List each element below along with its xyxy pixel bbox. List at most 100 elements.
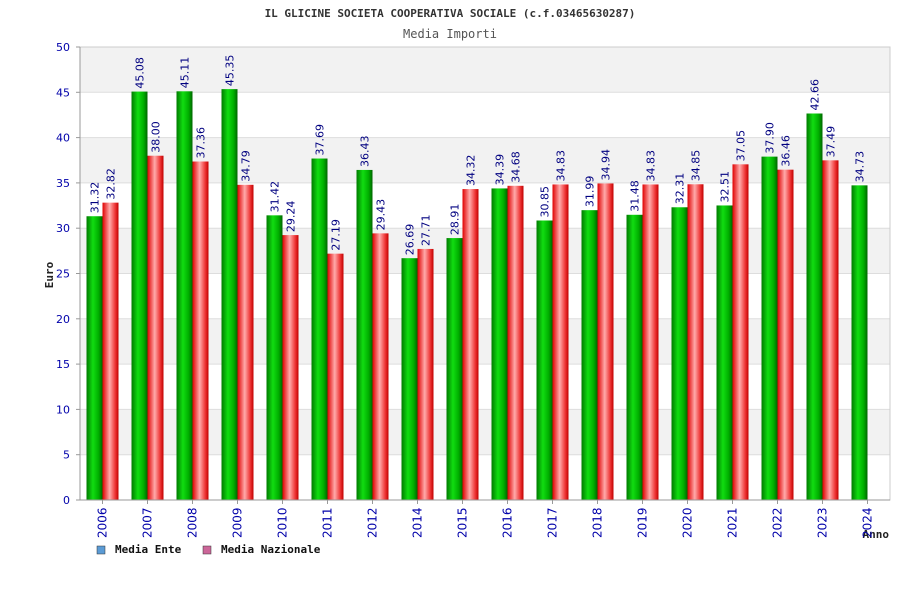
bar-media-ente-2010 — [266, 215, 283, 501]
plot-band — [80, 318, 890, 365]
data-label-media-ente-2014: 26.69 — [404, 224, 417, 256]
data-label-media-nazionale-2006: 32.82 — [105, 168, 118, 200]
y-tick-label: 5 — [63, 449, 70, 462]
bar-media-nazionale-2011 — [327, 253, 344, 500]
data-label-media-nazionale-2020: 34.85 — [690, 150, 703, 182]
bar-media-nazionale-2006 — [102, 202, 119, 500]
y-tick-label: 20 — [56, 313, 70, 326]
bar-media-ente-2021 — [716, 205, 733, 500]
data-label-media-ente-2012: 36.43 — [359, 135, 372, 167]
x-tick-label: 2009 — [231, 507, 245, 538]
bar-media-nazionale-2017 — [552, 184, 569, 501]
bar-media-ente-2012 — [356, 169, 373, 500]
y-axis-label: Euro — [43, 261, 56, 288]
data-label-media-nazionale-2010: 29.24 — [285, 201, 298, 233]
x-tick-label: 2012 — [366, 507, 380, 538]
plot-band — [80, 273, 890, 319]
bar-media-nazionale-2018 — [597, 183, 614, 500]
plot-background-bands — [80, 47, 890, 500]
plot-band — [80, 182, 890, 229]
bar-media-ente-2020 — [671, 207, 688, 500]
data-label-media-nazionale-2023: 37.49 — [825, 126, 838, 158]
data-label-media-nazionale-2021: 37.05 — [735, 130, 748, 162]
plot-band — [80, 137, 890, 183]
data-label-media-ente-2024: 34.73 — [854, 151, 867, 183]
data-label-media-ente-2015: 28.91 — [449, 204, 462, 236]
bar-media-ente-2018 — [581, 210, 598, 500]
legend-swatch-media-nazionale — [202, 545, 212, 555]
x-axis-label: Anno — [863, 528, 890, 541]
plot-band — [80, 47, 890, 93]
y-tick-label: 25 — [56, 268, 70, 281]
bar-media-ente-2011 — [311, 158, 328, 500]
legend: Media Ente Media Nazionale — [96, 543, 321, 556]
bar-media-nazionale-2019 — [642, 184, 659, 501]
bars: 31.32 32.82 45.08 38.00 45.11 37.36 45.35 34.79… — [86, 55, 868, 501]
plot-band — [80, 92, 890, 138]
data-label-media-nazionale-2015: 34.32 — [465, 155, 478, 187]
bar-media-ente-2009 — [221, 89, 238, 500]
bar-media-nazionale-2014 — [417, 248, 434, 500]
data-label-media-ente-2022: 37.90 — [764, 122, 777, 154]
y-tick-label: 50 — [56, 41, 70, 54]
data-label-media-nazionale-2017: 34.83 — [555, 150, 568, 182]
chart-subtitle: Media Importi — [403, 27, 497, 41]
x-tick-label: 2006 — [96, 507, 110, 538]
x-tick-label: 2021 — [726, 507, 740, 538]
x-tick-label: 2017 — [546, 507, 560, 538]
x-tick-label: 2018 — [591, 507, 605, 538]
bar-media-nazionale-2008 — [192, 161, 209, 500]
data-label-media-ente-2018: 31.99 — [584, 176, 597, 208]
data-label-media-ente-2008: 45.11 — [179, 57, 192, 89]
x-tick-label: 2022 — [771, 507, 785, 538]
data-label-media-ente-2007: 45.08 — [134, 57, 147, 89]
plot-band — [80, 228, 890, 274]
x-tick-label: 2007 — [141, 507, 155, 538]
y-tick-label: 10 — [56, 403, 70, 416]
bar-media-ente-2015 — [446, 238, 463, 501]
y-tick-label: 45 — [56, 86, 70, 99]
plot-band — [80, 364, 890, 410]
data-label-media-nazionale-2012: 29.43 — [375, 199, 388, 231]
plot-band — [80, 409, 890, 455]
bar-media-nazionale-2010 — [282, 235, 299, 500]
legend-label-media-ente: Media Ente — [115, 543, 182, 556]
x-tick-label: 2023 — [816, 507, 830, 538]
data-label-media-ente-2006: 31.32 — [89, 182, 102, 214]
bar-media-ente-2007 — [131, 91, 148, 501]
data-label-media-ente-2009: 45.35 — [224, 55, 237, 87]
data-label-media-ente-2020: 32.31 — [674, 173, 687, 205]
y-tick-label: 40 — [56, 132, 70, 145]
data-label-media-ente-2023: 42.66 — [809, 79, 822, 111]
x-tick-label: 2010 — [276, 507, 290, 538]
bar-media-ente-2008 — [176, 91, 193, 500]
bar-media-ente-2016 — [491, 188, 508, 500]
bar-media-ente-2006 — [86, 216, 103, 501]
x-tick-label: 2015 — [456, 507, 470, 538]
data-label-media-nazionale-2014: 27.71 — [420, 214, 433, 246]
data-label-media-nazionale-2009: 34.79 — [240, 150, 253, 182]
data-label-media-ente-2011: 37.69 — [314, 124, 327, 156]
x-tick-label: 2014 — [411, 507, 425, 538]
plot-band — [80, 454, 890, 500]
y-tick-label: 35 — [56, 177, 70, 190]
chart-title: IL GLICINE SOCIETA COOPERATIVA SOCIALE (… — [265, 7, 636, 20]
bar-media-ente-2014 — [401, 258, 418, 500]
bar-media-nazionale-2007 — [147, 155, 164, 500]
data-label-media-ente-2010: 31.42 — [269, 181, 282, 213]
data-label-media-nazionale-2018: 34.94 — [600, 149, 613, 181]
bar-media-nazionale-2016 — [507, 185, 524, 500]
data-label-media-nazionale-2016: 34.68 — [510, 151, 523, 183]
x-tick-label: 2011 — [321, 507, 335, 538]
bar-media-nazionale-2022 — [777, 169, 794, 500]
bar-media-ente-2022 — [761, 156, 778, 500]
x-axis-ticks: 2006 2007 2008 2009 2010 2011 2012 2014 2015 2016… — [96, 500, 875, 538]
bar-media-nazionale-2020 — [687, 184, 704, 500]
bar-media-ente-2023 — [806, 113, 823, 500]
bar-media-nazionale-2012 — [372, 233, 389, 500]
data-label-media-ente-2016: 34.39 — [494, 154, 507, 186]
legend-label-media-nazionale: Media Nazionale — [221, 543, 321, 556]
data-label-media-nazionale-2022: 36.46 — [780, 135, 793, 167]
x-tick-label: 2020 — [681, 507, 695, 538]
